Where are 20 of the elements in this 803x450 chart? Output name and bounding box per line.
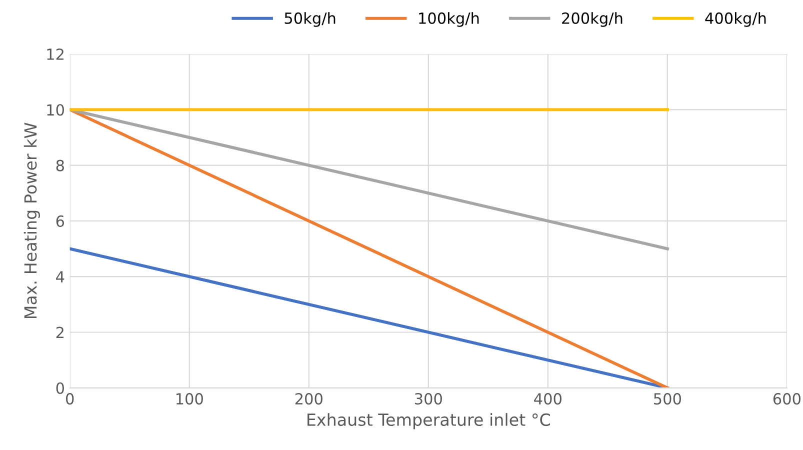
x-tick-label: 600	[773, 393, 801, 405]
x-axis-title: Exhaust Temperature inlet °C	[308, 413, 550, 430]
legend-label: 50kg/h	[284, 12, 336, 27]
y-tick-label: 12	[47, 48, 64, 60]
x-tick-label: 400	[534, 393, 562, 405]
y-tick-label: 10	[47, 104, 64, 116]
legend-label: 400kg/h	[705, 12, 766, 27]
legend-label: 200kg/h	[562, 12, 622, 27]
y-tick-label: 8	[56, 160, 64, 172]
legend-label: 100kg/h	[419, 12, 479, 27]
x-tick-label: 300	[414, 393, 442, 405]
y-axis-title: Max. Heating Power kW	[24, 122, 40, 318]
x-tick-label: 100	[176, 393, 203, 405]
x-tick-label: 500	[654, 393, 681, 405]
x-tick-label: 0	[66, 393, 74, 405]
y-tick-label: 2	[56, 326, 64, 338]
y-tick-label: 4	[56, 271, 64, 282]
y-tick-label: 0	[56, 382, 64, 394]
x-tick-label: 200	[295, 393, 322, 405]
y-tick-label: 6	[56, 215, 64, 227]
